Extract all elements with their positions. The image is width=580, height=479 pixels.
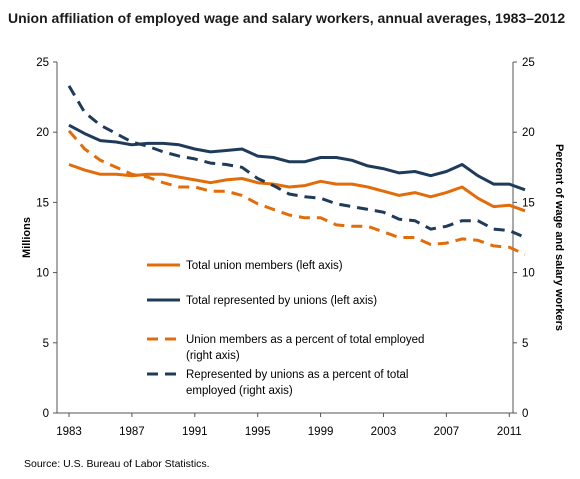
- chart-title: Union affiliation of employed wage and s…: [8, 10, 566, 26]
- series-line-4: [67, 85, 526, 239]
- x-tick-label: 1999: [308, 426, 334, 438]
- x-tick-label: 1991: [182, 426, 208, 438]
- right-tick-label: 15: [522, 197, 535, 209]
- x-tick-label: 1987: [119, 426, 145, 438]
- right-tick-label: 5: [522, 338, 528, 350]
- source-note: Source: U.S. Bureau of Labor Statistics.: [24, 458, 210, 470]
- series-line-2: [68, 123, 526, 192]
- left-tick-label: 0: [43, 408, 49, 420]
- x-tick-label: 2011: [497, 426, 522, 438]
- left-axis-title: Millions: [21, 217, 33, 258]
- legend-label-2: Total represented by unions (left axis): [186, 295, 377, 307]
- axes: 0 0 5 5 10 10 15 15 20 20 25 25 1983 1987 1991 1995 1999…: [21, 57, 565, 438]
- legend-label-1: Total union members (left axis): [186, 260, 343, 272]
- left-tick-label: 25: [36, 57, 49, 69]
- right-tick-label: 25: [522, 57, 535, 69]
- series-lines: [67, 85, 526, 256]
- left-tick-label: 20: [36, 127, 49, 139]
- legend-label-4: Represented by unions as a percent of to…: [186, 369, 408, 397]
- right-tick-label: 20: [522, 127, 535, 139]
- right-tick-label: 10: [522, 268, 535, 280]
- left-tick-label: 5: [43, 338, 49, 350]
- right-tick-label: 0: [522, 408, 528, 420]
- right-axis-title: Percent of wage and salary workers: [553, 144, 565, 331]
- legend-label-3: Union members as a percent of total empl…: [186, 334, 424, 362]
- x-tick-label: 2007: [434, 426, 460, 438]
- left-tick-label: 10: [36, 268, 49, 280]
- x-tick-label: 2003: [371, 426, 397, 438]
- series-line-3: [67, 129, 526, 256]
- x-tick-label: 1995: [245, 426, 271, 438]
- left-tick-label: 15: [36, 197, 49, 209]
- legend: Total union members (left axis) Total rep…: [147, 260, 424, 397]
- series-line-1: [68, 163, 526, 213]
- x-tick-label: 1983: [56, 426, 82, 438]
